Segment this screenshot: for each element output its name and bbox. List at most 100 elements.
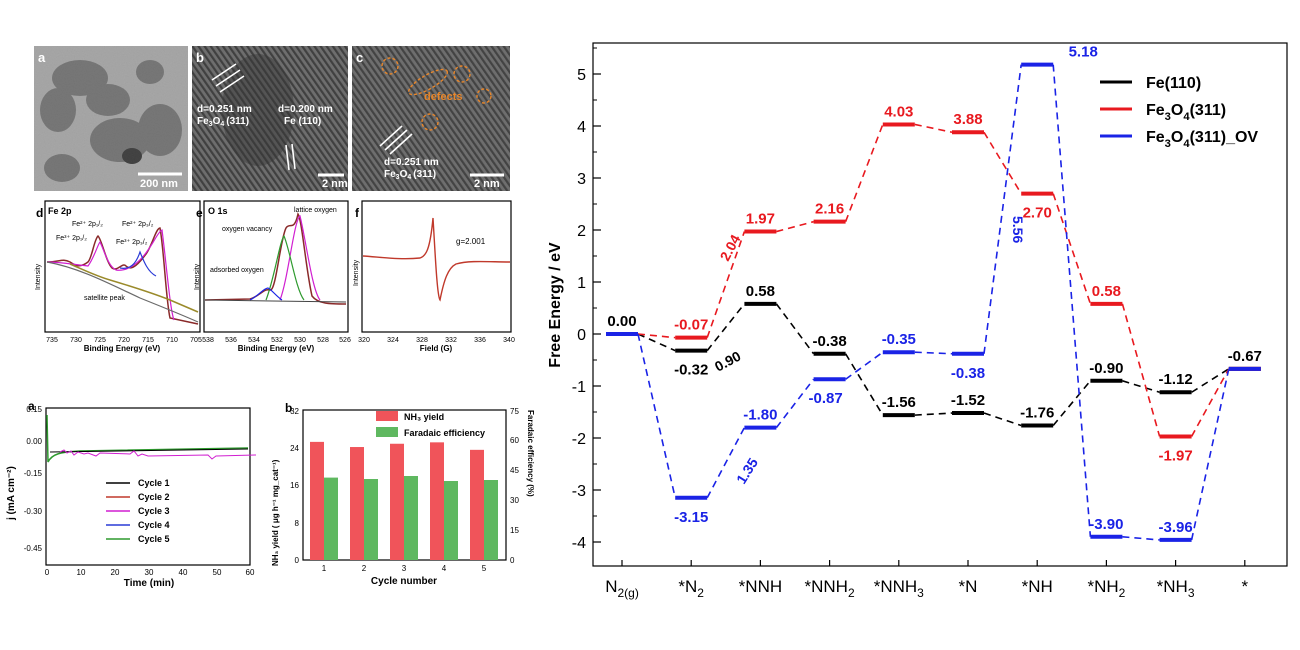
cycle-b-yticks-left: 0 8 16 24 32 — [290, 407, 299, 565]
xps-e-xtick: 534 — [248, 337, 260, 344]
fe-value-label: -3.90 — [1089, 516, 1123, 533]
cycle-b-ylabel-left: NH₃ yield ( μg h⁻¹ mg_cat⁻¹) — [271, 459, 280, 566]
fe-x-axis: N2(g) *N2 *NNH *NNH2 *NNH3 *N *NH *NH2 *NH3 * — [605, 560, 1248, 600]
epr-xtick: 332 — [445, 337, 457, 344]
fe-connector — [1052, 380, 1092, 427]
fe-xtick-label: * — [1241, 577, 1248, 596]
cycle-a-ylabel: j (mA cm⁻²) — [6, 466, 17, 521]
xps-d-title: Fe 2p — [48, 206, 72, 216]
fe-value-label: -0.38 — [812, 333, 846, 350]
xps-e-xlabel: Binding Energy (eV) — [238, 344, 315, 353]
epr-g-value: g=2.001 — [456, 237, 486, 246]
xps-e-xticks: 538 536 534 532 530 528 526 — [202, 337, 351, 344]
fe-xtick-label: *NH — [1022, 577, 1053, 596]
legend-cycle-2: Cycle 2 — [138, 492, 170, 502]
fe-connector — [1052, 193, 1092, 305]
fe-xtick-label: *NNH — [739, 577, 782, 596]
cycle-b-yticks-right: 0 15 30 45 60 75 — [510, 407, 519, 565]
fe-connector — [1191, 368, 1230, 393]
tem-b-label-2: Fe (110) — [284, 116, 321, 127]
annotation-ov-step-1: 1.35 — [733, 455, 761, 487]
fe-connector — [637, 333, 676, 352]
cycle-a-ytick: -0.45 — [24, 544, 43, 553]
fe-connector — [775, 378, 815, 429]
cycle-b-xticks: 1 2 3 4 5 — [322, 564, 487, 573]
xps-e-xtick: 538 — [202, 337, 214, 344]
tem-image-c: c defects d=0.251 nm Fe3O4 (311) 2 nm — [352, 46, 510, 191]
fe-connector — [776, 220, 814, 233]
fe-value-label: -3.96 — [1158, 519, 1192, 536]
cycle-b-ylabel-right: Faradaic efficiency (%) — [526, 410, 535, 497]
epr-xtick: 336 — [474, 337, 486, 344]
tem-a-letter: a — [38, 50, 46, 65]
cycle-b-ytick-left: 24 — [290, 444, 299, 453]
fe-value-label: 2.70 — [1023, 205, 1052, 222]
fe-value-label: -0.35 — [882, 331, 916, 348]
annotation-ov-step-2: 5.56 — [1010, 216, 1026, 243]
cycle-a-xtick: 30 — [145, 568, 154, 577]
xps-d-peak-2: Fe²⁺ 2p₁/₂ — [72, 221, 103, 228]
tem-c-scale: 2 nm — [474, 178, 500, 190]
fe-ytick-label: 2 — [577, 223, 586, 240]
epr-xtick: 320 — [358, 337, 370, 344]
fe-value-label: -3.15 — [674, 509, 708, 526]
fe-connector — [1190, 368, 1230, 541]
cycle-a-ytick: -0.15 — [24, 469, 43, 478]
annotation-fe110-step: 0.90 — [712, 348, 744, 375]
tem-image-a: a 200 nm — [34, 46, 188, 191]
fe-value-label: -1.52 — [951, 392, 985, 409]
bar-nh3-yield — [310, 441, 324, 560]
fe-value-label: 2.16 — [815, 201, 844, 218]
tem-c-defects: defects — [424, 91, 463, 103]
fe-legend-label: Fe(110) — [1146, 75, 1201, 92]
cycle-b-ytick-right: 75 — [510, 407, 519, 416]
fe-value-label: -1.97 — [1158, 447, 1192, 464]
fe-connector — [844, 124, 884, 222]
cycle-a-xtick: 50 — [213, 568, 222, 577]
fe-value-label: -1.80 — [743, 407, 777, 424]
epr-panel: f g=2.001 Intensity 320 324 328 332 336 … — [353, 200, 515, 353]
fe-connector — [914, 123, 953, 134]
fe-connector — [844, 353, 884, 416]
fe-value-label: -1.12 — [1158, 371, 1192, 388]
epr-xtick: 340 — [503, 337, 515, 344]
tem-b-dspacing-2: d=0.200 nm — [278, 104, 333, 115]
fe-legend-label: Fe3O4(311)_OV — [1146, 129, 1258, 150]
tem-c-dspacing: d=0.251 nm — [384, 157, 439, 168]
fe-connector — [914, 351, 953, 355]
fe-xtick-label: N2(g) — [605, 577, 639, 600]
fe-value-label: -0.38 — [951, 365, 985, 382]
xps-d-xtick: 710 — [166, 337, 178, 344]
fe-value-label: 0.00 — [607, 313, 636, 330]
cycle-a-ytick: 0.15 — [26, 405, 42, 414]
fe-xtick-label: *N2 — [678, 577, 704, 600]
tem-b-letter: b — [196, 50, 204, 65]
cycle-a-ytick: -0.30 — [24, 507, 43, 516]
legend-cycle-4: Cycle 4 — [138, 520, 170, 530]
cycle-b-ytick-right: 60 — [510, 436, 519, 445]
cycle-b-ytick-left: 32 — [290, 407, 299, 416]
xps-o1s-panel: e O 1s lattice oxygen oxygen vacancy ads… — [194, 200, 351, 353]
fe-ytick-label: 5 — [577, 67, 586, 84]
bar-faradaic-efficiency — [444, 481, 458, 560]
fe-xtick-label: *N — [959, 577, 978, 596]
fe-connector — [983, 131, 1022, 195]
bar-faradaic-efficiency — [404, 476, 418, 560]
xps-d-xlabel: Binding Energy (eV) — [84, 344, 161, 353]
bar-nh3-yield — [390, 443, 404, 560]
cycle-b-ytick-left: 8 — [295, 519, 300, 528]
cycle-a-ytick: 0.00 — [26, 437, 42, 446]
bar-nh3-yield — [470, 449, 484, 560]
bar-faradaic-efficiency — [364, 479, 378, 560]
tem-image-b: b d=0.251 nm Fe3O4 (311) d=0.200 nm Fe (1… — [192, 46, 348, 191]
cycle-b-xtick: 4 — [442, 564, 447, 573]
cycle-a-xtick: 0 — [45, 568, 50, 577]
xps-e-title: O 1s — [208, 206, 228, 216]
fe-connector — [983, 412, 1022, 427]
fe-plot-frame — [592, 42, 1288, 567]
fe-value-label: -0.90 — [1089, 360, 1123, 377]
fe-ytick-label: -1 — [572, 379, 586, 396]
tem-c-label: Fe3O4 (311) — [384, 169, 436, 181]
fe-connector — [706, 303, 746, 352]
